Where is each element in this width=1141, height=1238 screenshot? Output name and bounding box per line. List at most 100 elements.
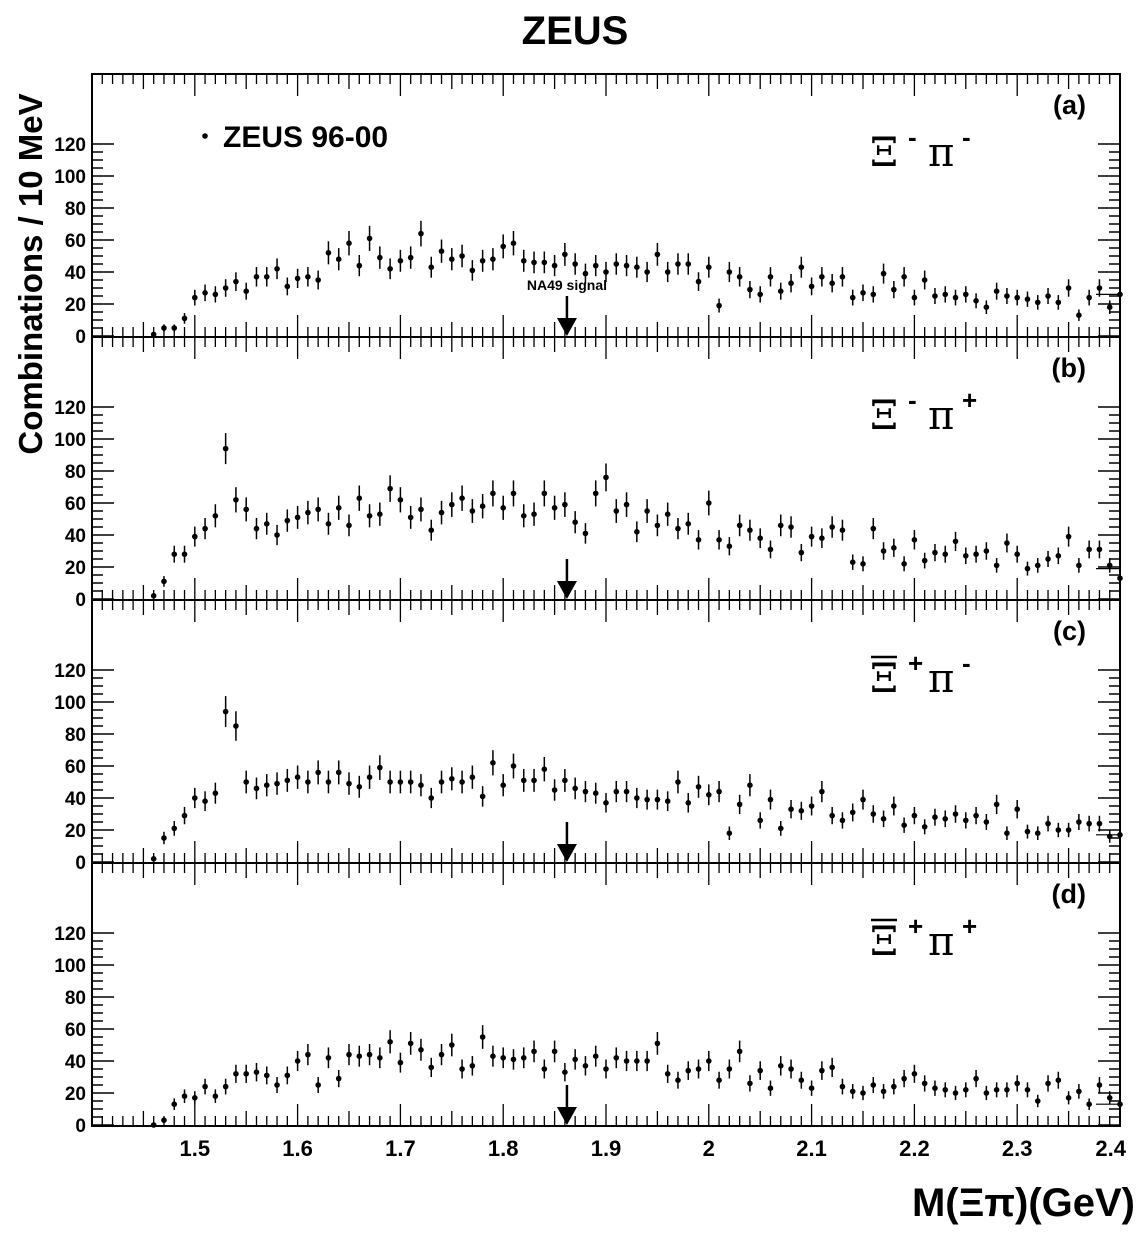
data-point: [387, 266, 393, 272]
data-point: [346, 240, 352, 246]
data-point: [870, 525, 877, 532]
data-point: [510, 240, 517, 246]
y-tick-label: 100: [54, 430, 86, 451]
data-point: [592, 1053, 599, 1059]
data-point: [418, 782, 424, 788]
data-point: [479, 503, 486, 510]
data-point: [685, 1067, 692, 1074]
data-point: [469, 267, 476, 274]
x-tick-label: 2.1: [796, 1136, 827, 1161]
data-point: [644, 508, 650, 514]
y-tick-label: 40: [65, 263, 86, 284]
data-point: [942, 551, 949, 557]
panel-label: (c): [1053, 616, 1086, 646]
data-point: [356, 495, 363, 502]
data-point: [459, 779, 465, 785]
data-point: [192, 795, 198, 801]
data-point: [572, 785, 578, 792]
data-point: [356, 262, 363, 269]
data-point: [1086, 820, 1092, 827]
data-point: [1065, 1095, 1072, 1101]
data-point: [808, 1085, 815, 1091]
data-point: [541, 1066, 548, 1072]
na49-arrow-head: [556, 844, 577, 862]
data-point: [932, 549, 938, 556]
data-point: [911, 537, 918, 543]
data-point: [1076, 562, 1082, 569]
data-point: [870, 811, 877, 817]
data-point: [562, 251, 568, 258]
y-tick-label: 40: [65, 1052, 86, 1073]
data-point: [150, 331, 157, 338]
data-point: [819, 1067, 825, 1074]
data-point: [921, 557, 928, 564]
data-point: [428, 795, 435, 801]
data-point: [613, 1055, 620, 1061]
panel-label: (b): [1052, 353, 1086, 383]
data-point: [849, 294, 856, 301]
data-point: [500, 505, 507, 511]
data-point: [767, 796, 774, 803]
data-point: [315, 277, 321, 283]
na49-signal-label: NA49 signal: [527, 277, 607, 293]
data-point: [788, 280, 794, 287]
data-point: [736, 801, 743, 808]
y-tick-label: 120: [54, 661, 86, 682]
data-point: [942, 816, 949, 822]
data-point: [294, 514, 301, 521]
channel-xi: Ξ: [870, 656, 898, 702]
channel-sup2: -: [962, 648, 971, 678]
data-point: [263, 782, 270, 788]
data-point: [952, 1090, 959, 1096]
data-point: [551, 787, 558, 793]
data-point: [1004, 830, 1010, 836]
data-point: [1086, 1101, 1092, 1107]
data-point: [356, 1053, 363, 1059]
data-point: [202, 525, 208, 532]
data-point: [1086, 546, 1092, 553]
y-tick-label: 0: [75, 853, 86, 874]
data-point: [541, 490, 548, 497]
data-point: [901, 561, 907, 567]
data-point: [418, 506, 424, 513]
data-point: [438, 1051, 445, 1058]
data-point: [233, 278, 239, 285]
data-point: [736, 522, 743, 529]
data-point: [397, 779, 404, 785]
data-point: [747, 782, 753, 788]
data-point: [1034, 299, 1041, 306]
data-point: [644, 796, 650, 803]
data-point: [849, 1088, 856, 1095]
data-point: [849, 809, 856, 816]
channel-sup1: -: [908, 122, 917, 152]
data-point: [479, 1034, 486, 1040]
data-point: [366, 1051, 373, 1058]
data-point: [1034, 830, 1041, 836]
data-point: [531, 777, 537, 784]
data-point: [428, 527, 435, 533]
data-point: [932, 293, 938, 299]
data-point: [1024, 296, 1031, 303]
data-point: [664, 798, 671, 804]
data-point: [449, 256, 455, 263]
y-tick-label: 100: [54, 693, 86, 714]
data-point: [274, 532, 280, 538]
data-point: [1096, 546, 1103, 553]
data-point: [305, 1051, 311, 1058]
data-point: [932, 1085, 938, 1091]
data-point: [366, 774, 373, 780]
data-point: [397, 1059, 404, 1066]
data-point: [757, 291, 763, 298]
data-point: [819, 535, 825, 541]
y-tick-label: 80: [65, 988, 86, 1009]
data-point: [911, 294, 918, 301]
data-point: [253, 525, 260, 532]
data-point: [880, 548, 887, 554]
data-point: [993, 288, 1000, 295]
data-point: [233, 497, 239, 503]
data-point: [202, 1083, 208, 1090]
data-point: [634, 264, 640, 271]
data-point: [829, 812, 835, 819]
